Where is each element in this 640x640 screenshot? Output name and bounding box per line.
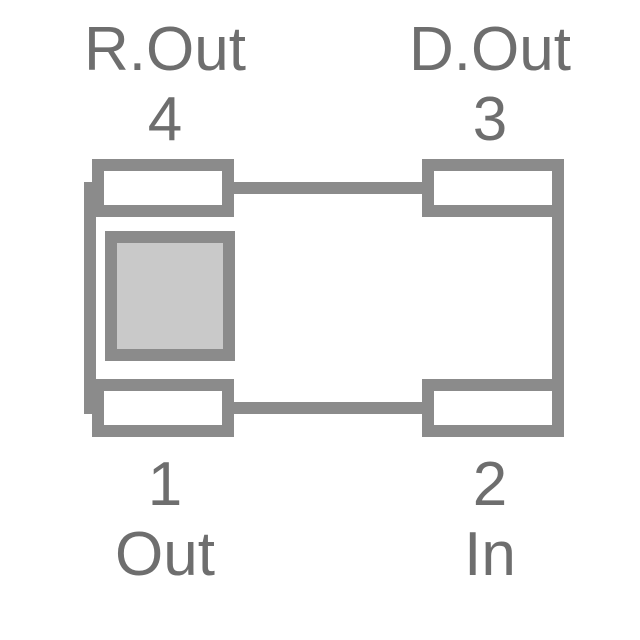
package-pinout-diagram: R.Out D.Out 4 3 1 2 Out In <box>0 0 640 640</box>
pad4 <box>98 165 228 211</box>
pin-number-4: 4 <box>148 85 182 154</box>
pin-number-2: 2 <box>473 450 507 519</box>
label-r-out: R.Out <box>84 15 246 84</box>
label-out: Out <box>115 520 215 589</box>
pin-number-1: 1 <box>148 450 182 519</box>
pin-number-3: 3 <box>473 85 507 154</box>
pad2 <box>428 385 558 431</box>
label-in: In <box>464 520 516 589</box>
pad1 <box>98 385 228 431</box>
label-d-out: D.Out <box>409 15 571 84</box>
pin1-marker <box>111 237 229 355</box>
pad3 <box>428 165 558 211</box>
